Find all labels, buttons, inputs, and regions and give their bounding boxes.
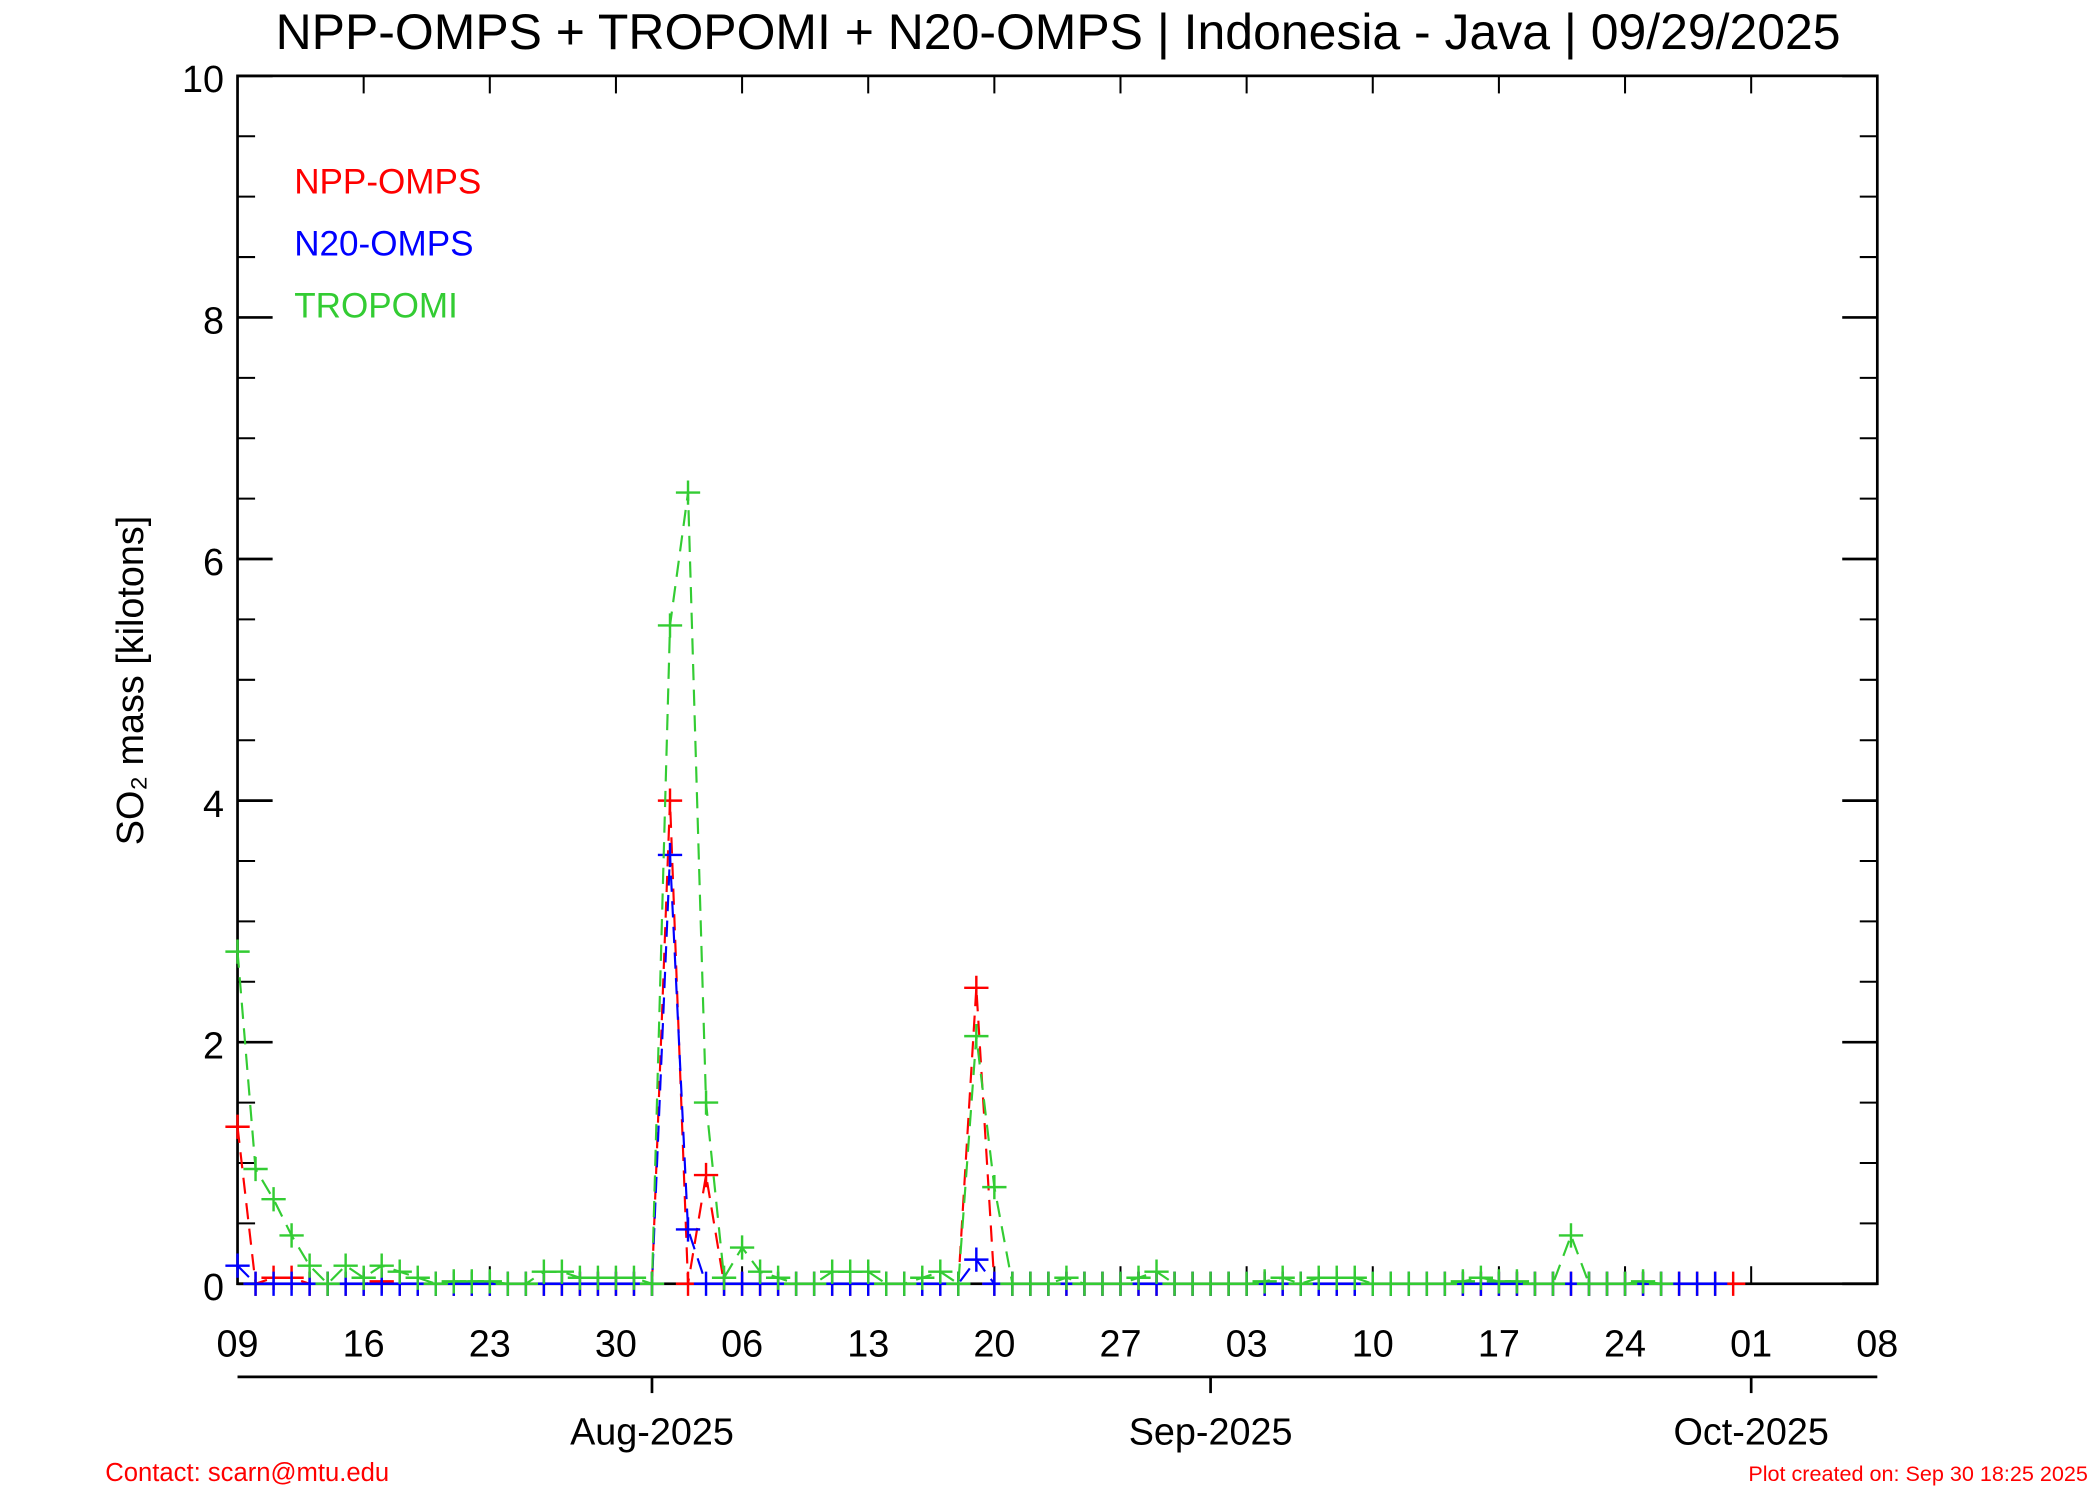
y-tick-label: 4 <box>203 784 224 826</box>
point-marker <box>657 842 683 868</box>
point-marker <box>225 939 250 964</box>
x-tick-label: 13 <box>847 1324 889 1366</box>
x-tick-label: 09 <box>217 1324 259 1366</box>
y-tick-label: 2 <box>203 1025 224 1067</box>
point-marker <box>1450 1269 1476 1294</box>
point-marker <box>405 1265 430 1290</box>
x-tick-label: 10 <box>1352 1324 1394 1366</box>
point-marker <box>693 1162 719 1188</box>
point-marker <box>1342 1265 1367 1290</box>
point-marker <box>513 1271 538 1296</box>
point-marker <box>351 1265 376 1290</box>
point-marker <box>1270 1265 1295 1290</box>
legend-entry: TROPOMI <box>294 286 458 325</box>
y-tick-label: 10 <box>182 59 224 101</box>
point-marker <box>1558 1223 1584 1248</box>
point-marker <box>261 1187 286 1212</box>
point-marker <box>1126 1265 1151 1290</box>
point-marker <box>1432 1271 1457 1296</box>
footer-created: Plot created on: Sep 30 18:25 2025 <box>1748 1461 2088 1486</box>
point-marker <box>892 1271 917 1296</box>
point-marker <box>225 1114 250 1139</box>
y-tick-label: 8 <box>203 301 224 343</box>
x-tick-label: 30 <box>595 1324 637 1366</box>
point-marker <box>910 1265 935 1290</box>
legend-entry: N20-OMPS <box>294 224 473 263</box>
x-tick-label: 01 <box>1730 1324 1772 1366</box>
point-marker <box>1702 1271 1728 1296</box>
point-marker <box>549 1259 575 1284</box>
point-marker <box>1612 1271 1638 1296</box>
point-marker <box>928 1259 953 1284</box>
point-marker <box>675 480 701 505</box>
month-label: Sep-2025 <box>1129 1411 1293 1453</box>
month-label: Aug-2025 <box>570 1411 734 1453</box>
x-tick-label: 17 <box>1478 1324 1520 1366</box>
x-tick-label: 24 <box>1604 1324 1646 1366</box>
point-marker <box>423 1271 448 1296</box>
point-marker <box>765 1265 791 1290</box>
point-marker <box>657 613 683 638</box>
point-marker <box>747 1259 773 1284</box>
point-marker <box>856 1259 881 1284</box>
point-marker <box>1108 1271 1133 1296</box>
point-marker <box>964 975 989 1000</box>
y-axis-label: SO₂ mass [kilotons] <box>110 516 152 845</box>
point-marker <box>729 1235 755 1260</box>
x-tick-label: 20 <box>973 1324 1015 1366</box>
x-tick-label: 23 <box>469 1324 511 1366</box>
point-marker <box>1234 1271 1259 1296</box>
x-tick-label: 16 <box>343 1324 385 1366</box>
point-marker <box>1252 1269 1277 1294</box>
point-marker <box>964 1024 989 1049</box>
point-marker <box>964 1247 989 1272</box>
point-marker <box>225 1253 250 1278</box>
point-marker <box>982 1174 1007 1200</box>
month-label: Oct-2025 <box>1674 1411 1829 1453</box>
point-marker <box>243 1156 268 1182</box>
point-marker <box>1648 1271 1674 1296</box>
point-marker <box>711 1265 737 1290</box>
point-marker <box>693 1090 719 1115</box>
point-marker <box>369 1253 394 1278</box>
point-marker <box>1630 1269 1656 1294</box>
x-tick-label: 03 <box>1226 1324 1268 1366</box>
point-marker <box>1288 1271 1313 1296</box>
point-marker <box>1144 1259 1169 1284</box>
chart-title: NPP-OMPS + TROPOMI + N20-OMPS | Indonesi… <box>276 4 1841 60</box>
point-marker <box>639 1271 665 1296</box>
point-marker <box>315 1271 340 1296</box>
y-tick-label: 6 <box>203 542 224 584</box>
point-marker <box>1054 1265 1079 1290</box>
point-marker <box>297 1253 322 1278</box>
point-marker <box>333 1253 358 1278</box>
point-marker <box>279 1223 304 1248</box>
point-marker <box>675 1217 701 1242</box>
point-marker <box>387 1259 412 1284</box>
y-tick-label: 0 <box>203 1267 224 1309</box>
footer-contact: Contact: scarn@mtu.edu <box>105 1459 389 1487</box>
point-marker <box>477 1269 502 1294</box>
x-tick-label: 06 <box>721 1324 763 1366</box>
legend-entry: NPP-OMPS <box>294 162 481 201</box>
point-marker <box>621 1265 647 1290</box>
x-tick-label: 27 <box>1099 1324 1141 1366</box>
point-marker <box>946 1271 971 1296</box>
x-tick-label: 08 <box>1856 1324 1898 1366</box>
point-marker <box>1540 1271 1566 1296</box>
point-marker <box>657 788 683 813</box>
point-marker <box>1036 1271 1061 1296</box>
series <box>225 480 1674 1296</box>
point-marker <box>1468 1265 1494 1290</box>
point-marker <box>1504 1269 1530 1294</box>
point-marker <box>802 1271 827 1296</box>
